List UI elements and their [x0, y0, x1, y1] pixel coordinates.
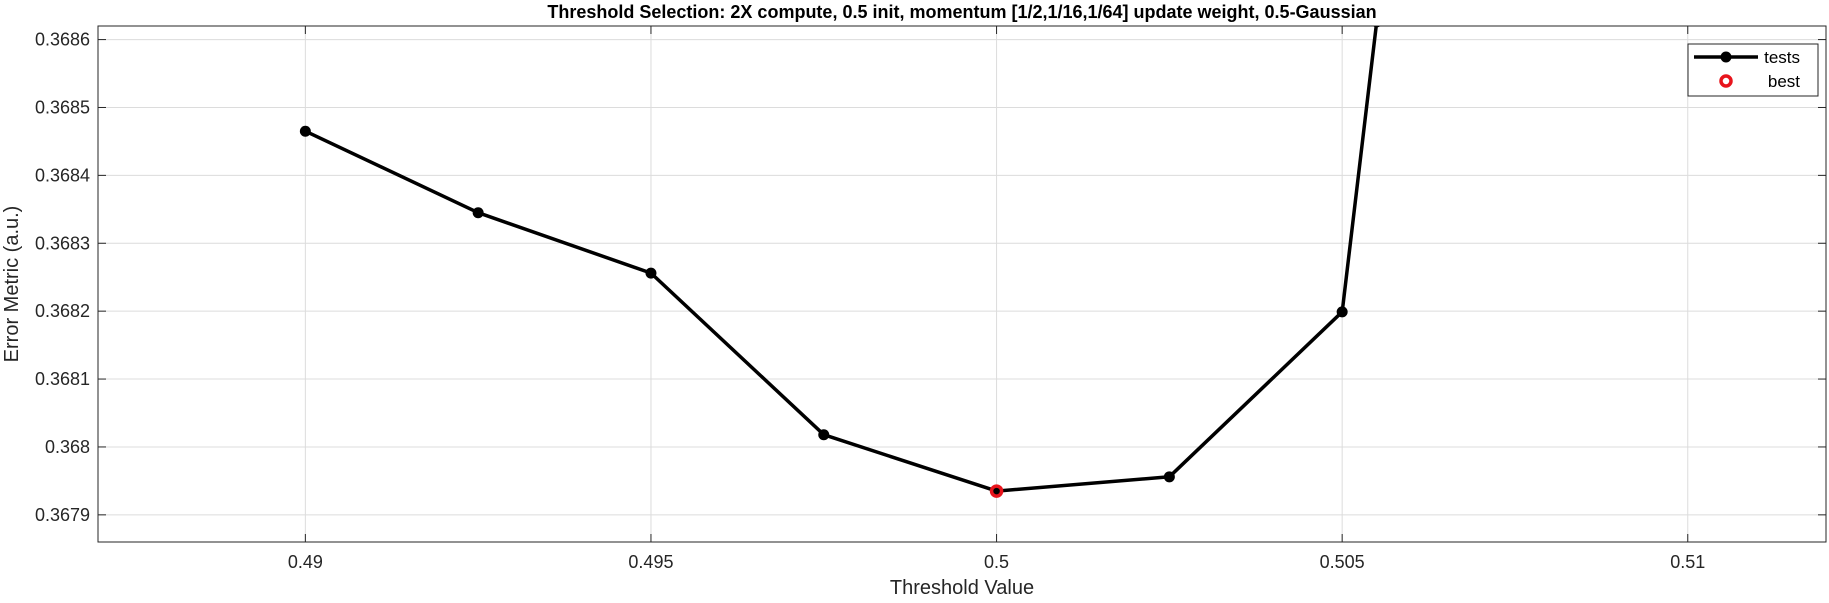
tests-data-point — [1373, 26, 1381, 28]
y-tick-label: 0.3685 — [35, 97, 90, 117]
y-tick-label: 0.3686 — [35, 30, 90, 50]
legend: tests best — [1687, 43, 1819, 97]
tests-data-point — [1163, 471, 1175, 483]
axis-ticks: 0.49 0.495 0.5 0.505 0.51 0.3679 0.368 0.3681 0.… — [35, 26, 1826, 572]
chart-title: Threshold Selection: 2X compute, 0.5 ini… — [547, 2, 1376, 22]
tests-data-point — [299, 125, 311, 137]
plot-area — [98, 26, 1826, 542]
tests-data-point — [472, 207, 484, 219]
legend-box — [1687, 43, 1819, 97]
y-axis-label: Error Metric (a.u.) — [1, 206, 23, 363]
legend-tests-marker — [1720, 51, 1732, 63]
x-tick-label: 0.495 — [628, 552, 673, 572]
plot-frame — [97, 25, 1827, 543]
x-tick-label: 0.51 — [1670, 552, 1705, 572]
y-tick-label: 0.3679 — [35, 505, 90, 525]
legend-best-marker — [1719, 74, 1733, 88]
tests-data-point — [645, 267, 657, 279]
x-tick-label: 0.505 — [1320, 552, 1365, 572]
legend-tests-label: tests — [1764, 48, 1800, 67]
series-layer — [299, 26, 1381, 498]
grid-lines — [98, 26, 1826, 542]
y-tick-label: 0.3681 — [35, 369, 90, 389]
tests-series-line — [304, 26, 1378, 493]
y-tick-label: 0.3683 — [35, 233, 90, 253]
x-axis-label: Threshold Value — [890, 577, 1034, 598]
tests-data-point — [1336, 306, 1348, 318]
x-tick-label: 0.49 — [288, 552, 323, 572]
legend-best-label: best — [1768, 72, 1800, 91]
x-tick-label: 0.5 — [984, 552, 1009, 572]
best-data-point — [989, 484, 1004, 498]
y-tick-label: 0.3682 — [35, 301, 90, 321]
tests-data-point — [818, 429, 830, 441]
y-tick-label: 0.3684 — [35, 165, 90, 185]
y-tick-label: 0.368 — [45, 437, 90, 457]
